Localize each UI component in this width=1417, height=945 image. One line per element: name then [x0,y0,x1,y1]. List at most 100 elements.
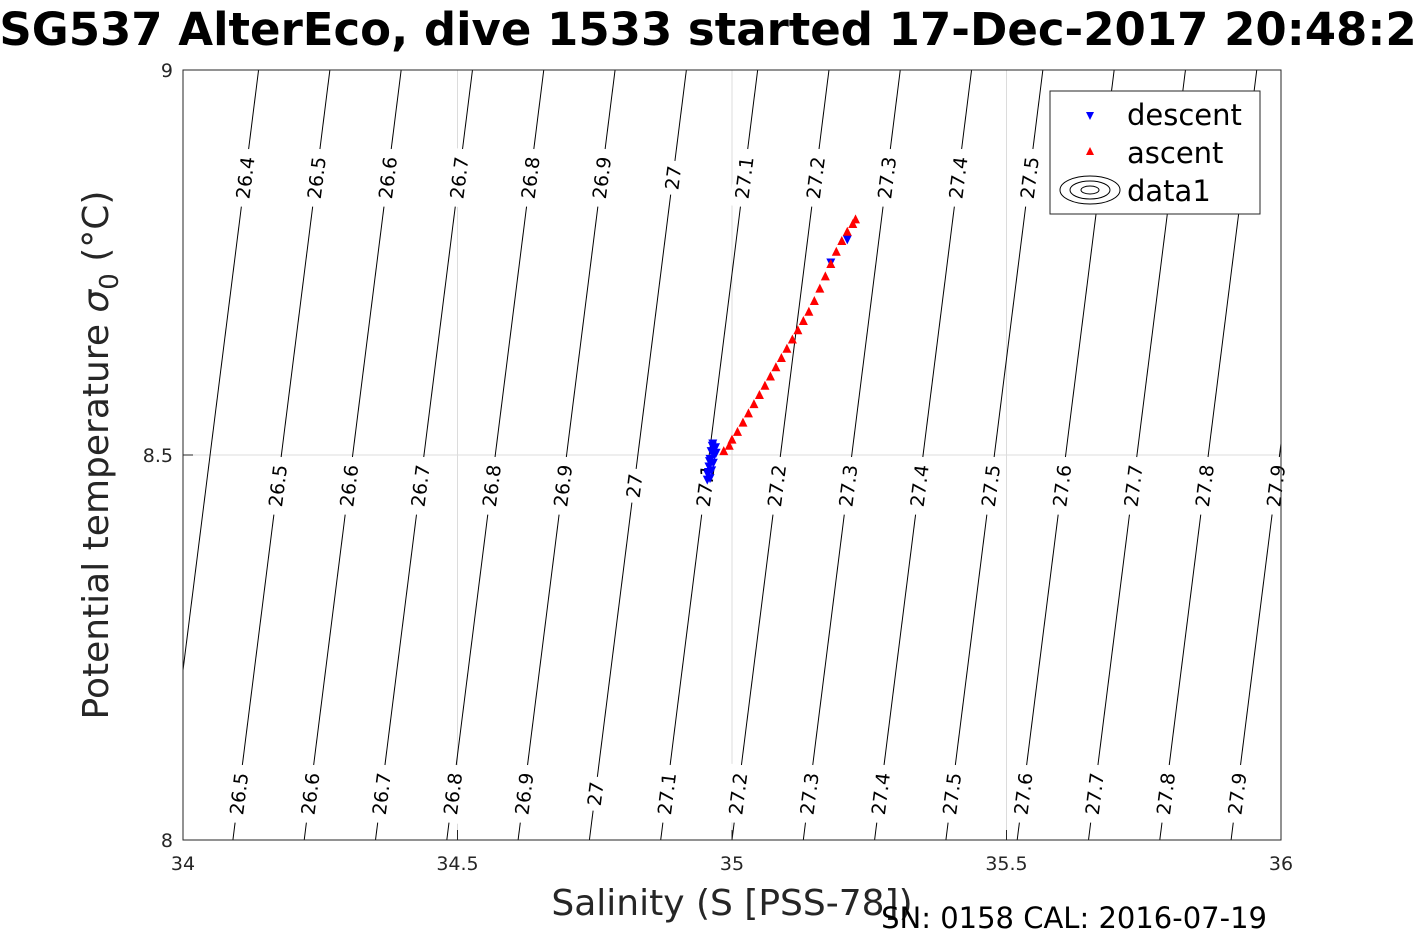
contour-label-bg-mid-2 [405,455,435,516]
contour-label-mid-0: 26.5 [265,464,292,509]
contour-label-bottom-0: 26.5 [226,772,253,817]
ascent-point-23 [842,226,852,236]
ascent-point-21 [831,246,841,256]
legend-ascent-marker [1086,147,1094,155]
contour-label-bg-bottom-1 [295,763,325,824]
contour-label-mid-7: 27.2 [764,464,791,509]
contour-label-bg-mid-11 [1047,455,1077,516]
legend-data1-label: data1 [1127,174,1211,208]
contour-label-top-4: 26.8 [518,156,545,201]
ascent-point-5 [743,408,753,418]
contour-label-mid-9: 27.4 [907,464,934,509]
ascent-point-16 [804,306,814,316]
density-contour-16 [1302,70,1399,840]
y-axis-label-unit: (°C) [76,191,117,262]
y-tick-label-2: 9 [161,60,173,82]
contour-label-bg-bottom-3 [438,763,468,824]
x-axis-label: Salinity (S [PSS-78]) [551,883,912,924]
contour-label-bg-mid-4 [548,455,578,516]
contour-label-bg-mid-14 [1261,455,1291,516]
contour-label-bg-mid-12 [1118,455,1148,516]
descent-point-11 [707,441,717,451]
contour-label-bottom-10: 27.5 [939,772,966,817]
contour-label-bg-bottom-5 [582,775,609,813]
contour-label-mid-3: 26.8 [479,464,506,509]
contour-label-top-3: 26.7 [446,156,473,201]
contour-label-bg-mid-8 [833,455,863,516]
contour-label-bottom-11: 27.6 [1010,772,1037,817]
density-contour-6 [588,70,687,840]
contour-label-bottom-2: 26.7 [369,772,396,817]
legend-descent-marker [1086,112,1094,120]
x-tick-label-1: 34.5 [436,853,478,875]
chart-title: SG537 AlterEco, dive 1533 started 17-Dec… [0,3,1417,56]
contour-label-bg-bottom-7 [723,763,753,824]
contour-label-bg-bottom-8 [794,763,824,824]
contour-label-bg-bottom-6 [651,763,682,824]
contour-label-bg-top-4 [515,147,545,208]
contour-label-bg-mid-9 [904,455,934,516]
contour-label-bg-mid-13 [1189,455,1219,516]
y-axis-label-text: Potential temperature [76,324,117,719]
y-axis-label: Potential temperature σ0 (°C) [76,191,127,720]
ascent-series [719,214,861,456]
ascent-point-15 [798,316,808,326]
contour-label-mid-4: 26.9 [550,464,577,509]
contour-label-bg-top-2 [373,147,403,208]
contour-label-bg-bottom-2 [366,763,396,824]
contour-label-top-9: 27.3 [874,156,901,201]
y-tick-label-0: 8 [161,830,173,852]
contour-label-bg-mid-5 [620,467,648,505]
contour-label-bg-bottom-11 [1008,763,1038,824]
ascent-point-20 [826,259,836,269]
contour-label-top-10: 27.4 [945,156,972,201]
ascent-point-1 [724,440,734,450]
ascent-point-6 [749,399,759,409]
contour-label-bg-mid-10 [975,455,1006,516]
descent-point-14 [703,467,713,477]
legend-data1-contour-icon [1059,175,1121,205]
ascent-point-10 [771,362,781,372]
contour-label-bottom-9: 27.4 [868,772,895,817]
contour-label-bg-bottom-14 [1222,763,1252,824]
contour-label-mid-13: 27.8 [1192,464,1219,509]
contour-label-top-7: 27.1 [732,156,759,201]
density-contour-15 [1230,439,1281,840]
contour-label-bg-top-1 [301,147,331,208]
ascent-point-14 [793,325,803,335]
contour-label-mid-10: 27.5 [978,464,1005,509]
contour-label-bg-mid-3 [476,455,506,516]
contour-label-bottom-13: 27.8 [1153,772,1180,817]
ascent-point-17 [809,296,819,305]
ascent-point-3 [732,426,742,436]
contour-label-bg-top-10 [943,147,973,208]
contour-label-bg-top-5 [586,147,617,208]
x-tick-label-4: 36 [1269,853,1293,875]
contour-label-mid-14: 27.9 [1263,464,1290,509]
contour-label-bg-bottom-9 [865,763,895,824]
contour-label-bg-top-11 [1014,147,1044,208]
contour-label-mid-5: 27 [623,473,648,500]
contour-label-top-6: 27 [661,165,686,192]
ascent-point-8 [760,380,770,390]
contour-label-bg-top-7 [729,147,759,208]
ascent-point-11 [776,352,786,362]
contour-label-bg-top-0 [230,147,260,208]
contour-label-top-1: 26.5 [304,156,331,201]
descent-point-12 [711,448,721,458]
ascent-point-13 [787,334,797,344]
y-axis-label-symbol: σ [76,289,117,313]
contour-label-mid-2: 26.7 [408,464,435,509]
descent-point-10 [702,475,712,485]
y-tick-label-1: 8.5 [143,445,173,467]
contour-label-bg-bottom-13 [1151,763,1181,824]
contour-label-bottom-8: 27.3 [797,772,824,817]
x-tick-label-3: 35.5 [985,853,1027,875]
y-axis-label-subscript: 0 [95,273,125,290]
legend-descent-label: descent [1127,98,1242,132]
contour-label-bottom-7: 27.2 [725,772,752,817]
contour-label-top-0: 26.4 [232,156,259,201]
ascent-point-19 [820,271,830,281]
contour-label-bottom-6: 27.1 [654,772,681,817]
